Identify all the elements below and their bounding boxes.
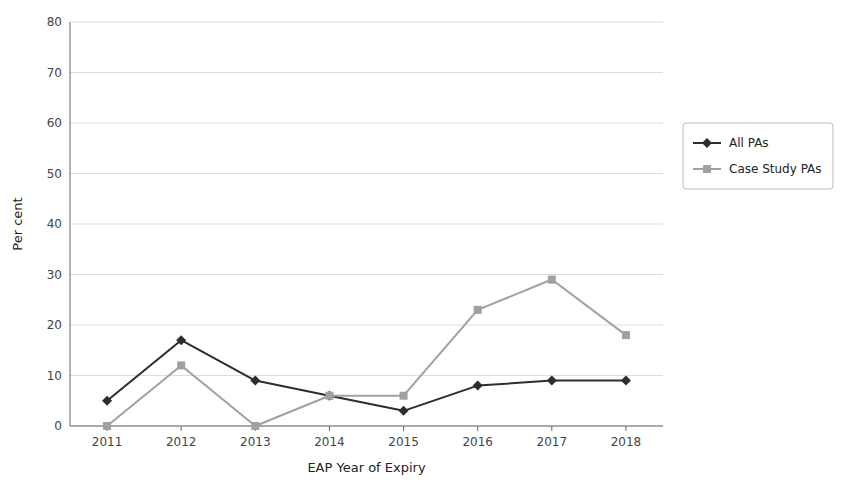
x-tick — [477, 426, 478, 431]
series-point — [400, 392, 408, 400]
series-point — [547, 376, 557, 386]
plot-area — [102, 276, 631, 430]
series-point — [176, 335, 186, 345]
grid-line — [70, 325, 663, 326]
y-tick-label: 80 — [47, 15, 62, 29]
y-tick-label: 70 — [47, 66, 62, 80]
y-axis-label: Per cent — [10, 197, 25, 250]
legend-box — [683, 123, 833, 189]
series-line — [107, 340, 626, 411]
x-tick-label: 2014 — [314, 435, 345, 449]
x-tick-label: 2011 — [92, 435, 123, 449]
axes: 0 10 20 30 40 50 60 70 80 2011 2012 2013 2014 2015 201… — [47, 15, 663, 449]
y-tick-label: 30 — [47, 268, 62, 282]
y-tick-label: 10 — [47, 369, 62, 383]
grid-line — [70, 426, 663, 427]
y-tick-label: 50 — [47, 167, 62, 181]
series-point — [621, 376, 631, 386]
x-tick-label: 2013 — [240, 435, 271, 449]
series-point — [251, 422, 259, 430]
legend-label: All PAs — [729, 136, 769, 150]
y-tick-label: 20 — [47, 318, 62, 332]
x-axis-label: EAP Year of Expiry — [307, 460, 426, 475]
x-tick — [551, 426, 552, 431]
series-point — [324, 391, 334, 401]
series-point — [103, 422, 111, 430]
grid-line — [70, 274, 663, 275]
y-tick-label: 60 — [47, 116, 62, 130]
series-point — [473, 381, 483, 391]
legend: All PAs Case Study PAs — [683, 123, 833, 189]
series-point — [399, 406, 409, 416]
series-point — [622, 331, 630, 339]
grid-line — [70, 22, 663, 23]
x-tick-label: 2012 — [166, 435, 197, 449]
x-tick — [625, 426, 626, 431]
legend-marker — [702, 138, 712, 148]
x-tick-label: 2016 — [462, 435, 493, 449]
series-point — [548, 276, 556, 284]
legend-label: Case Study PAs — [729, 162, 822, 176]
x-tick-label: 2018 — [611, 435, 642, 449]
x-tick — [403, 426, 404, 431]
series-point — [177, 361, 185, 369]
series-point — [250, 376, 260, 386]
series-point — [474, 306, 482, 314]
grid-line — [70, 173, 663, 174]
x-axis-line — [70, 426, 663, 427]
grid-line — [70, 224, 663, 225]
series-line — [107, 280, 626, 426]
grid-line — [70, 123, 663, 124]
y-tick-label: 40 — [47, 217, 62, 231]
x-tick — [329, 426, 330, 431]
x-tick-label: 2015 — [388, 435, 419, 449]
x-tick-label: 2017 — [537, 435, 568, 449]
legend-marker — [703, 165, 711, 173]
x-tick — [181, 426, 182, 431]
grid-line — [70, 72, 663, 73]
chart: 0 10 20 30 40 50 60 70 80 2011 2012 2013 2014 2015 201… — [0, 0, 853, 488]
series-point — [325, 392, 333, 400]
series-point — [102, 396, 112, 406]
grid-line — [70, 375, 663, 376]
y-tick-label: 0 — [54, 419, 62, 433]
y-axis-line — [70, 22, 71, 426]
